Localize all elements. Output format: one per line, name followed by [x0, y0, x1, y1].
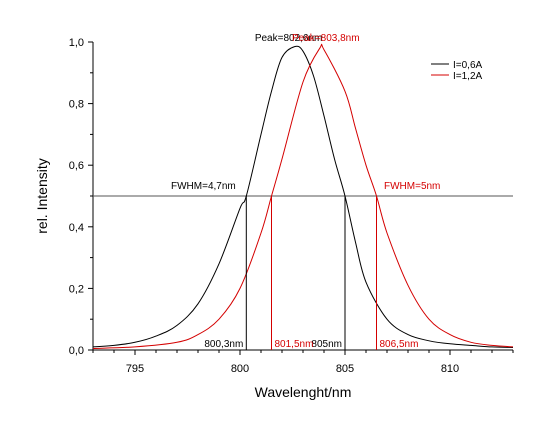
axes: 795 800 805 810 0,0 0,2 0,4 0,6 0,8 1,0	[69, 37, 514, 375]
y-tick-label: 0,4	[69, 222, 84, 234]
y-axis-title: rel. Intensity	[34, 158, 50, 233]
fwhm-marker-label: 800,3nm	[204, 339, 243, 350]
x-tick-label: 795	[126, 363, 144, 375]
series-line-1	[92, 45, 514, 348]
legend: I=0,6A I=1,2A	[431, 60, 483, 82]
fwhm-marker-label: 806,5nm	[380, 339, 419, 350]
fwhm-annotation-series1: FWHM=4,7nm	[171, 181, 236, 192]
x-axis-title: Wavelenght/nm	[255, 384, 352, 400]
y-tick-label: 0,8	[69, 99, 84, 111]
fwhm-marker-label: 801,5nm	[275, 339, 314, 350]
series-line-2	[92, 43, 514, 349]
x-tick-label: 800	[231, 363, 249, 375]
peak-annotation-series2: Peak=803,8nm	[292, 33, 360, 44]
legend-label-series2: I=1,2A	[453, 71, 483, 82]
y-tick-label: 0,2	[69, 283, 84, 295]
legend-label-series1: I=0,6A	[453, 60, 483, 71]
series-lines	[92, 43, 514, 349]
x-tick-label: 805	[336, 363, 354, 375]
peak-annotation-series1: Peak=802,6nm	[255, 33, 323, 44]
x-tick-label: 810	[441, 363, 459, 375]
y-tick-label: 1,0	[69, 37, 84, 49]
fwhm-marker-label: 805nm	[311, 339, 342, 350]
fwhm-annotation-series2: FWHM=5nm	[384, 181, 440, 192]
y-tick-label: 0,6	[69, 160, 84, 172]
y-tick-label: 0,0	[69, 345, 84, 357]
